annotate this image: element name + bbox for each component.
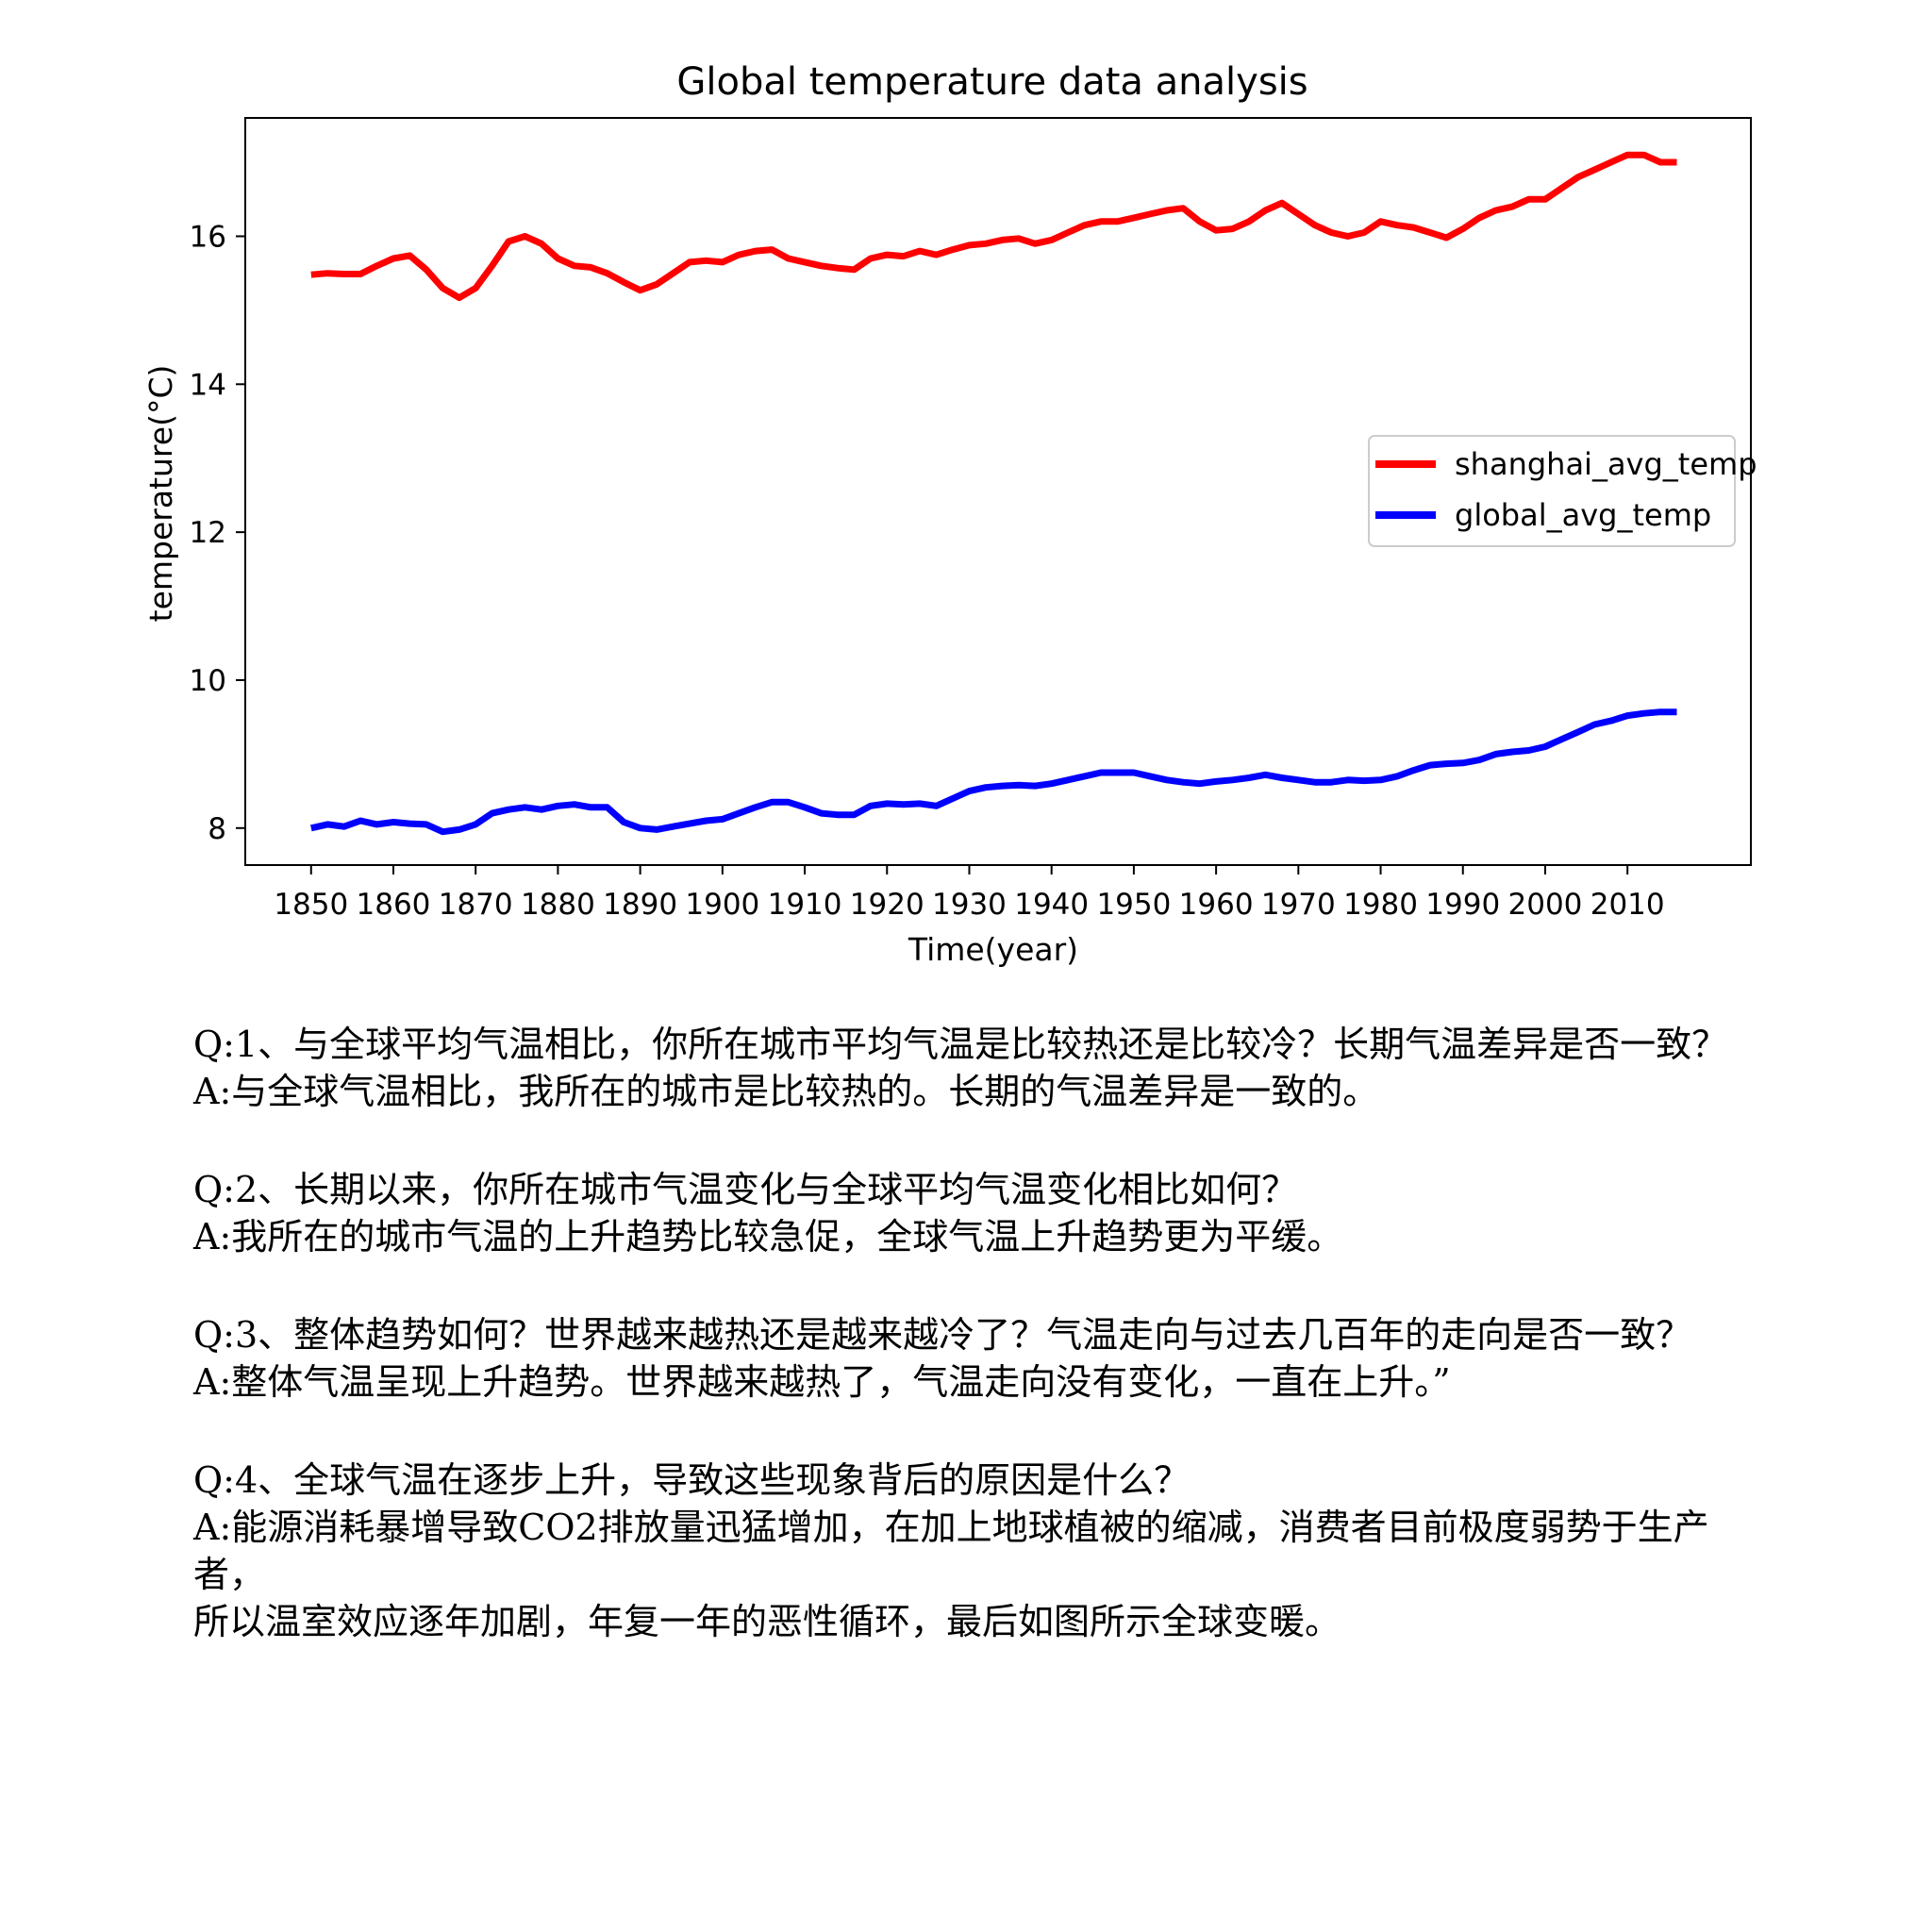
qa-block-1: Q:1、与全球平均气温相比，你所在城市平均气温是比较热还是比较冷？长期气温差异是… [193,1021,1740,1115]
x-tick-label: 1990 [1425,888,1500,922]
y-axis-label: temperature(°C) [142,365,179,623]
y-tick-label: 14 [190,368,226,402]
y-tick-label: 8 [208,812,226,846]
legend-label-global: global_avg_temp [1455,497,1711,533]
x-tick-label: 1850 [274,888,348,922]
x-tick-label: 1870 [439,888,513,922]
question-2: Q:2、长期以来，你所在城市气温变化与全球平均气温变化相比如何？ [193,1169,1298,1210]
y-tick-label: 12 [190,516,226,550]
x-tick-label: 1980 [1343,888,1418,922]
qa-block-3: Q:3、整体趋势如何？世界越来越热还是越来越冷了？气温走向与过去几百年的走向是否… [193,1311,1740,1406]
series-line-global-avg-temp [310,708,1677,836]
x-tick-label: 2000 [1508,888,1583,922]
question-1: Q:1、与全球平均气温相比，你所在城市平均气温是比较热还是比较冷？长期气温差异是… [193,1024,1728,1065]
qa-block-2: Q:2、长期以来，你所在城市气温变化与全球平均气温变化相比如何？ A:我所在的城… [193,1166,1740,1260]
question-4: Q:4、全球气温在逐步上升，导致这些现象背后的原因是什么？ [193,1459,1191,1501]
x-axis-ticks: 1850 1860 1870 1880 1890 1900 1910 1920 1930 1940… [274,865,1665,922]
x-tick-label: 1900 [685,888,759,922]
y-tick-label: 16 [190,220,226,254]
legend-label-shanghai: shanghai_avg_temp [1455,446,1757,482]
answer-4-line-2: 所以温室效应逐年加剧，年复一年的恶性循环，最后如图所示全球变暖。 [193,1601,1341,1642]
x-tick-label: 1880 [521,888,595,922]
y-tick-label: 10 [190,664,226,698]
x-tick-label: 1960 [1179,888,1254,922]
x-tick-label: 1940 [1014,888,1089,922]
answer-4-line-1: A:能源消耗暴增导致CO2排放量迅猛增加，在加上地球植被的缩减，消费者目前极度弱… [193,1507,1709,1595]
x-tick-label: 1950 [1096,888,1171,922]
chart-title: Global temperature data analysis [676,60,1307,104]
answer-3: A:整体气温呈现上升趋势。世界越来越热了，气温走向没有变化，一直在上升。” [193,1361,1451,1403]
x-tick-label: 1920 [850,888,924,922]
answer-2: A:我所在的城市气温的上升趋势比较急促，全球气温上升趋势更为平缓。 [193,1216,1343,1257]
x-tick-label: 1930 [932,888,1007,922]
x-tick-label: 1890 [603,888,677,922]
temperature-line-chart: Global temperature data analysis 1850 186… [142,60,1757,968]
qa-section: Q:1、与全球平均气温相比，你所在城市平均气温是比较热还是比较冷？长期气温差异是… [193,1021,1740,1696]
x-axis-label: Time(year) [908,931,1078,968]
x-tick-label: 2010 [1591,888,1665,922]
series-line-shanghai-avg-temp [310,151,1677,302]
x-tick-label: 1970 [1261,888,1336,922]
x-tick-label: 1910 [768,888,842,922]
legend-box [1368,435,1736,547]
qa-block-4: Q:4、全球气温在逐步上升，导致这些现象背后的原因是什么？ A:能源消耗暴增导致… [193,1457,1740,1645]
y-axis-ticks: 8 10 12 14 16 [190,220,245,846]
question-3: Q:3、整体趋势如何？世界越来越热还是越来越冷了？气温走向与过去几百年的走向是否… [193,1314,1692,1356]
plot-area-frame [244,117,1752,866]
series-lines [310,151,1677,836]
answer-1: A:与全球气温相比，我所在的城市是比较热的。长期的气温差异是一致的。 [193,1071,1379,1112]
x-tick-label: 1860 [357,888,431,922]
legend: shanghai_avg_temp global_avg_temp [1368,435,1757,547]
